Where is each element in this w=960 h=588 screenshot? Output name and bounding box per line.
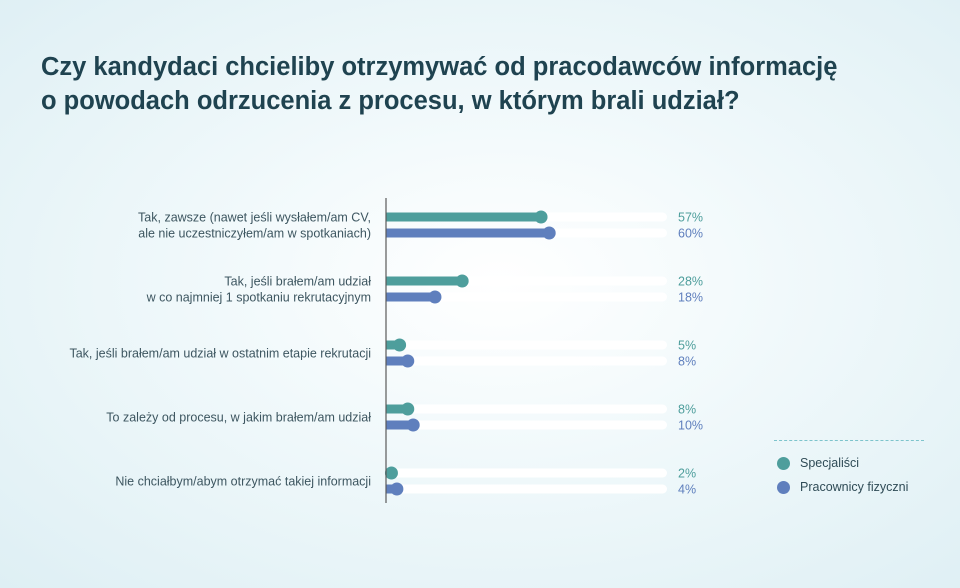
bar-pracownicy-4	[386, 420, 414, 430]
legend-item-pracownicy: Pracownicy fizyczni	[774, 475, 924, 499]
category-label-5: Nie chciałbym/abym otrzymać takiej infor…	[115, 475, 371, 489]
chart-title-line-2: o powodach odrzucenia z procesu, w który…	[41, 87, 740, 115]
value-label-pracownicy-2: 18%	[678, 291, 703, 305]
dot-specjalisci-2	[455, 274, 469, 288]
legend-separator	[774, 440, 924, 441]
track-pracownicy-3	[386, 356, 667, 366]
chart-title: Czy kandydaci chcieliby otrzymywać od pr…	[41, 50, 921, 118]
chart-title-line-1: Czy kandydaci chcieliby otrzymywać od pr…	[41, 53, 838, 81]
value-label-specjalisci-3: 5%	[678, 339, 696, 353]
category-label-3: Tak, jeśli brałem/am udział w ostatnim e…	[69, 347, 371, 361]
legend-swatch-pracownicy	[777, 480, 790, 494]
dot-pracownicy-5	[390, 482, 404, 496]
track-pracownicy-4	[386, 420, 667, 430]
value-label-specjalisci-5: 2%	[678, 467, 696, 481]
category-label-1-line-2: ale nie uczestniczyłem/am w spotkaniach)	[138, 227, 371, 241]
value-label-specjalisci-4: 8%	[678, 403, 696, 417]
track-specjalisci-5	[386, 468, 667, 478]
legend-item-specjalisci: Specjaliści	[774, 451, 924, 475]
value-label-pracownicy-5: 4%	[678, 483, 696, 497]
category-label-2-line-2: w co najmniej 1 spotkaniu rekrutacyjnym	[146, 291, 371, 305]
track-pracownicy-2	[386, 292, 667, 302]
dot-specjalisci-4	[401, 402, 415, 416]
category-label-1-line-1: Tak, zawsze (nawet jeśli wysłałem/am CV,	[138, 211, 371, 225]
bar-pracownicy-2	[386, 292, 435, 302]
legend-label-specjalisci: Specjaliści	[800, 456, 860, 470]
bar-specjalisci-1	[386, 212, 542, 222]
track-specjalisci-3	[386, 340, 667, 350]
bar-pracownicy-1	[386, 228, 550, 238]
dot-pracownicy-2	[428, 290, 442, 304]
dot-specjalisci-3	[393, 338, 407, 352]
track-specjalisci-4	[386, 404, 667, 414]
legend-label-pracownicy: Pracownicy fizyczni	[800, 480, 909, 494]
bar-specjalisci-4	[386, 404, 408, 414]
dot-pracownicy-1	[542, 226, 556, 240]
value-label-pracownicy-4: 10%	[678, 419, 703, 433]
category-label-2-line-1: Tak, jeśli brałem/am udział	[224, 275, 371, 289]
value-label-pracownicy-1: 60%	[678, 227, 703, 241]
dot-specjalisci-5	[384, 466, 398, 480]
bar-specjalisci-3	[386, 340, 400, 350]
track-pracownicy-5	[386, 484, 667, 494]
value-label-pracownicy-3: 8%	[678, 355, 696, 369]
legend: Specjaliści Pracownicy fizyczni	[774, 440, 924, 499]
bar-specjalisci-2	[386, 276, 463, 286]
dot-pracownicy-4	[406, 418, 420, 432]
category-label-4: To zależy od procesu, w jakim brałem/am …	[106, 411, 371, 425]
legend-swatch-specjalisci	[777, 456, 790, 470]
dot-specjalisci-1	[534, 210, 548, 224]
value-label-specjalisci-2: 28%	[678, 275, 703, 289]
dot-pracownicy-3	[401, 354, 415, 368]
bar-pracownicy-3	[386, 356, 408, 366]
value-label-specjalisci-1: 57%	[678, 211, 703, 225]
